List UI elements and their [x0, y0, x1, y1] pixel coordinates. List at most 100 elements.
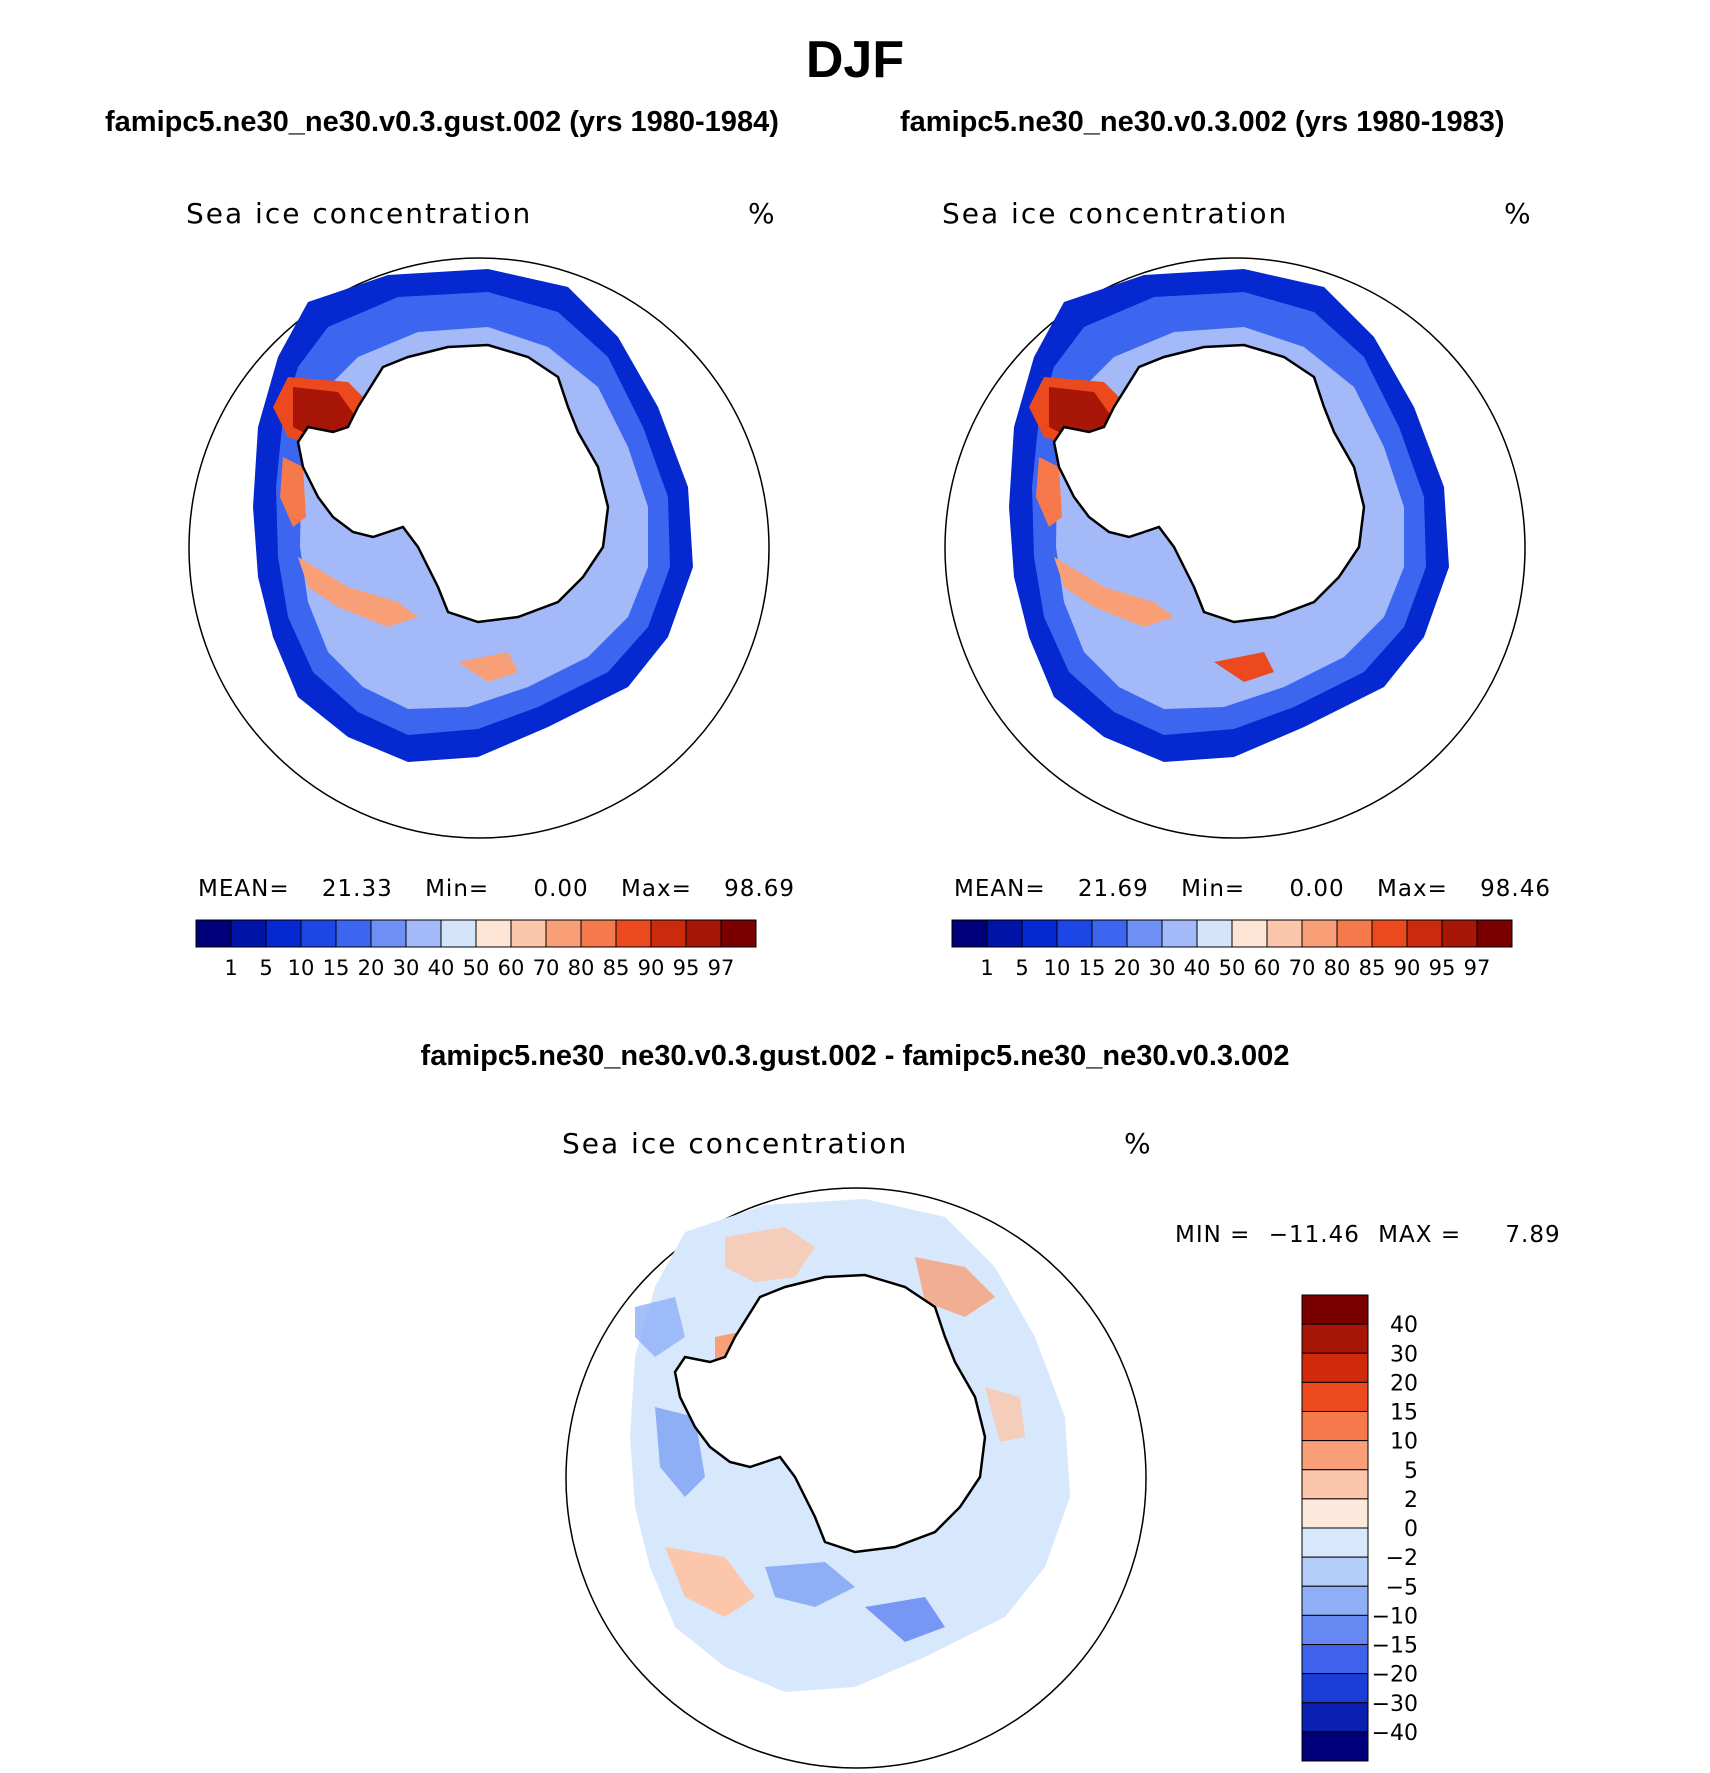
- right-colorbar-tick-label: 20: [1114, 956, 1141, 980]
- left-colorbar-box: [685, 919, 722, 948]
- left-colorbar-box: [545, 919, 582, 948]
- right-max-value: 98.46: [1480, 876, 1552, 902]
- right-colorbar-tick-label: 40: [1184, 956, 1211, 980]
- right-colorbar-box: [1196, 919, 1233, 948]
- left-colorbar-tick-label: 85: [603, 956, 630, 980]
- right-colorbar-tick-label: 97: [1464, 956, 1491, 980]
- right-colorbar-box: [986, 919, 1023, 948]
- diff-colorbar-tick-label: 40: [1390, 1313, 1418, 1338]
- left-units: %: [748, 197, 777, 230]
- left-colorbar-box: [405, 919, 442, 948]
- right-polar-map: [944, 257, 1526, 839]
- right-max-label: Max=: [1377, 876, 1448, 902]
- left-case-title: famipc5.ne30_ne30.v0.3.gust.002 (yrs 198…: [105, 106, 779, 138]
- diff-colorbar-box: [1301, 1556, 1369, 1587]
- right-colorbar-tick-label: 1: [980, 956, 993, 980]
- right-colorbar-tick-label: 90: [1394, 956, 1421, 980]
- diff-colorbar-box: [1301, 1585, 1369, 1616]
- left-min-value: 0.00: [533, 876, 589, 902]
- right-colorbar-box: [1336, 919, 1373, 948]
- diff-colorbar-tick-label: −20: [1372, 1663, 1418, 1688]
- right-units: %: [1504, 197, 1533, 230]
- right-mean-label: MEAN=: [954, 876, 1046, 902]
- diff-colorbar-tick-label: 5: [1404, 1459, 1418, 1484]
- left-colorbar-box: [370, 919, 407, 948]
- left-colorbar-box: [230, 919, 267, 948]
- left-colorbar-box: [300, 919, 337, 948]
- diff-colorbar-box: [1301, 1527, 1369, 1558]
- right-colorbar-tick-label: 60: [1254, 956, 1281, 980]
- left-max-label: Max=: [621, 876, 692, 902]
- diff-colorbar-tick-label: −15: [1372, 1634, 1418, 1659]
- diff-colorbar-box: [1301, 1411, 1369, 1442]
- diff-case-title: famipc5.ne30_ne30.v0.3.gust.002 - famipc…: [420, 1040, 1290, 1072]
- left-colorbar-tick-label: 90: [638, 956, 665, 980]
- right-variable-name: Sea ice concentration: [942, 197, 1289, 230]
- right-colorbar-box: [1301, 919, 1338, 948]
- right-colorbar-box: [1476, 919, 1513, 948]
- diff-colorbar-box: [1301, 1469, 1369, 1500]
- right-colorbar-tick-label: 10: [1044, 956, 1071, 980]
- left-colorbar-tick-label: 60: [498, 956, 525, 980]
- diff-variable-name: Sea ice concentration: [562, 1127, 909, 1160]
- left-colorbar-tick-label: 97: [708, 956, 735, 980]
- diff-units: %: [1124, 1127, 1153, 1160]
- left-colorbar-box: [440, 919, 477, 948]
- right-colorbar-box: [1231, 919, 1268, 948]
- left-colorbar-tick-label: 50: [463, 956, 490, 980]
- page-title: DJF: [805, 31, 905, 89]
- left-colorbar-box: [475, 919, 512, 948]
- left-variable-name: Sea ice concentration: [186, 197, 533, 230]
- left-colorbar-box: [265, 919, 302, 948]
- diff-colorbar-tick-label: 2: [1404, 1488, 1418, 1513]
- right-min-value: 0.00: [1289, 876, 1345, 902]
- right-colorbar-tick-label: 85: [1359, 956, 1386, 980]
- left-antarctica: [296, 343, 610, 624]
- right-colorbar: 1 5 10 15 20 30 40 50 60 70 80 85 90 95 97: [951, 919, 1513, 980]
- diff-colorbar-tick-label: −2: [1386, 1546, 1418, 1571]
- right-colorbar-tick-label: 80: [1324, 956, 1351, 980]
- diff-max-label: MAX =: [1378, 1222, 1462, 1248]
- diff-colorbar-tick-label: 15: [1390, 1401, 1418, 1426]
- right-colorbar-box: [1266, 919, 1303, 948]
- diff-antarctica: [673, 1273, 987, 1554]
- left-colorbar-box: [510, 919, 547, 948]
- left-colorbar-box: [580, 919, 617, 948]
- diff-colorbar-box: [1301, 1381, 1369, 1412]
- right-colorbar-tick-label: 50: [1219, 956, 1246, 980]
- diff-min-label: MIN =: [1175, 1222, 1251, 1248]
- right-colorbar-box: [1406, 919, 1443, 948]
- diff-colorbar-box: [1301, 1673, 1369, 1704]
- diff-colorbar-box: [1301, 1702, 1369, 1733]
- diff-polar-map: [565, 1187, 1147, 1769]
- left-mean-value: 21.33: [321, 876, 393, 902]
- left-colorbar-tick-label: 80: [568, 956, 595, 980]
- diff-colorbar-tick-label: −30: [1372, 1692, 1418, 1717]
- right-colorbar-tick-label: 5: [1015, 956, 1028, 980]
- diff-min-value: −11.46: [1268, 1222, 1360, 1248]
- left-colorbar-tick-label: 20: [358, 956, 385, 980]
- right-colorbar-tick-label: 95: [1429, 956, 1456, 980]
- left-colorbar-tick-label: 1: [224, 956, 237, 980]
- right-colorbar-box: [951, 919, 988, 948]
- left-mean-label: MEAN=: [198, 876, 290, 902]
- left-min-label: Min=: [425, 876, 490, 902]
- diff-colorbar-box: [1301, 1644, 1369, 1675]
- right-min-label: Min=: [1181, 876, 1246, 902]
- diff-colorbar-tick-label: 20: [1390, 1371, 1418, 1396]
- diff-colorbar-box: [1301, 1323, 1369, 1354]
- right-colorbar-box: [1371, 919, 1408, 948]
- diff-colorbar-tick-label: −40: [1372, 1721, 1418, 1746]
- right-colorbar-box: [1056, 919, 1093, 948]
- right-colorbar-box: [1126, 919, 1163, 948]
- left-colorbar-tick-label: 15: [323, 956, 350, 980]
- diff-max-value: 7.89: [1505, 1222, 1561, 1248]
- diff-colorbar-box: [1301, 1294, 1369, 1325]
- diff-colorbar-tick-label: 30: [1390, 1342, 1418, 1367]
- diff-colorbar-box: [1301, 1498, 1369, 1529]
- left-colorbar-box: [720, 919, 757, 948]
- right-mean-value: 21.69: [1077, 876, 1149, 902]
- left-colorbar-tick-label: 70: [533, 956, 560, 980]
- left-colorbar-box: [335, 919, 372, 948]
